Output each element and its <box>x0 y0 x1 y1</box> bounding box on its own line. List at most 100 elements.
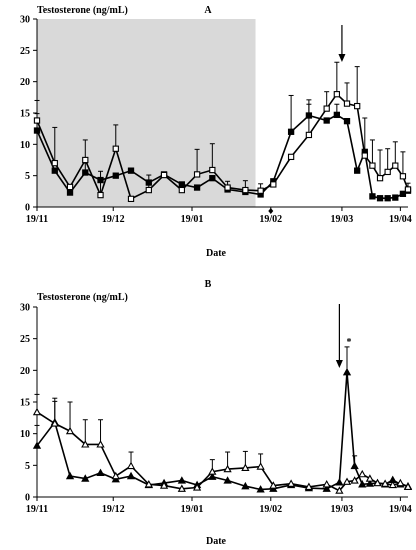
a-point-open-square <box>224 184 231 191</box>
a-point-filled-square <box>82 169 89 176</box>
b-point-open-triangle <box>335 486 344 494</box>
b-y-tick-label: 15 <box>20 398 30 409</box>
a-point-open-square <box>369 162 376 169</box>
b-point-open-triangle <box>373 478 382 487</box>
b-y-tick-label: 20 <box>20 366 30 377</box>
panel-b-label: B <box>205 279 212 290</box>
a-x-tick-label: 19/03 <box>331 214 354 225</box>
b-point-filled-triangle <box>358 480 367 488</box>
a-y-tick-label: 15 <box>20 109 30 120</box>
a-point-filled-square <box>376 195 384 202</box>
b-point-filled-triangle <box>81 474 90 482</box>
a-point-open-square <box>323 105 330 112</box>
a-point-open-square <box>305 131 313 139</box>
b-point-open-triangle <box>81 440 90 448</box>
a-y-tick-label: 10 <box>20 140 30 151</box>
b-point-filled-triangle <box>241 481 250 490</box>
b-point-filled-triangle <box>223 476 232 484</box>
b-point-filled-triangle <box>32 441 42 449</box>
b-x-tick-label: 19/12 <box>102 504 125 515</box>
b-point-open-triangle <box>286 479 296 487</box>
a-y-tick-label: 30 <box>20 15 30 26</box>
a-point-open-square <box>209 166 216 174</box>
b-point-filled-triangle <box>342 367 352 376</box>
b-point-open-triangle <box>50 419 59 427</box>
b-point-filled-triangle <box>365 479 375 487</box>
a-point-open-square <box>127 195 135 203</box>
b-point-filled-triangle <box>126 471 136 480</box>
a-x-tick-label: 19/04 <box>389 214 412 225</box>
b-point-open-triangle <box>223 464 232 473</box>
a-point-filled-square <box>178 181 185 188</box>
b-y-tick-label: 5 <box>25 461 30 472</box>
b-x-tick-label: 19/02 <box>259 504 282 515</box>
a-point-filled-square <box>287 128 295 135</box>
b-point-open-triangle <box>256 462 265 470</box>
a-point-filled-square <box>209 175 216 182</box>
b-x-tick-label: 19/04 <box>389 504 412 515</box>
a-point-open-square <box>333 91 340 98</box>
a-point-open-square <box>82 156 89 164</box>
a-point-open-square <box>51 159 58 167</box>
a-point-filled-square <box>323 117 330 124</box>
a-point-open-square <box>376 175 384 182</box>
b-point-open-triangle <box>388 480 397 489</box>
a-point-open-square <box>399 173 407 180</box>
a-point-open-square <box>392 162 399 169</box>
a-point-open-square <box>287 153 295 161</box>
b-point-open-triangle <box>403 482 413 490</box>
b-arrow-head <box>335 360 343 368</box>
a-point-open-square <box>193 171 201 178</box>
b-point-open-triangle <box>358 469 367 478</box>
b-point-open-triangle <box>269 481 278 489</box>
panel-b-marks: * <box>32 304 413 494</box>
b-point-open-triangle <box>96 440 105 448</box>
a-point-open-square <box>242 186 249 194</box>
b-x-tick-label: 19/01 <box>181 504 204 515</box>
b-x-tick-label: 19/11 <box>26 504 48 515</box>
a-y-tick-label: 5 <box>25 171 30 182</box>
panel-a-marks <box>33 25 412 214</box>
b-x-tick-label: 19/03 <box>331 504 354 515</box>
panel-a-label: A <box>204 5 212 16</box>
a-point-filled-square <box>66 189 74 196</box>
b-point-open-triangle <box>304 482 314 490</box>
b-point-filled-triangle <box>177 476 186 484</box>
a-x-tick-label: 19/11 <box>26 214 48 225</box>
panel-b-axes: 0 5 10 15 20 25 30 19/11 19/12 19/01 19/02 19/03 19/… <box>20 303 412 516</box>
panel-a-x-axis-label: Date <box>206 248 227 259</box>
a-point-filled-square <box>33 127 41 134</box>
b-point-open-triangle <box>32 407 42 416</box>
a-point-open-square <box>384 168 391 176</box>
panel-a-shaded-region <box>37 19 256 207</box>
a-x-tick-label: 19/02 <box>259 214 282 225</box>
a-point-filled-square <box>333 111 340 119</box>
b-point-open-triangle <box>159 481 169 489</box>
a-x-tick-label: 19/01 <box>181 214 204 225</box>
a-point-open-square <box>343 100 351 107</box>
a-point-filled-square <box>193 184 201 191</box>
panel-a-axes: 0 5 10 15 20 25 30 19/11 19/12 19/01 19/02 19/03 19/… <box>20 15 412 226</box>
b-point-open-triangle <box>322 480 331 488</box>
b-point-open-triangle <box>126 461 136 470</box>
a-y-tick-label: 0 <box>25 203 30 214</box>
a-point-filled-square <box>354 167 361 174</box>
panel-b-y-axis-label: Testosterone (ng/mL) <box>37 292 128 303</box>
a-point-open-square <box>178 186 185 194</box>
b-point-open-triangle <box>192 483 202 491</box>
a-point-open-square <box>404 186 412 193</box>
panel-b-chart: Testosterone (ng/mL) B Date 0 5 10 15 20 25 30… <box>20 279 413 547</box>
b-point-filled-triangle <box>256 485 265 493</box>
panel-b-x-axis-label: Date <box>206 536 227 547</box>
b-point-filled-triangle <box>335 478 344 486</box>
b-point-open-triangle <box>111 471 120 480</box>
a-point-open-square <box>257 187 264 194</box>
b-y-tick-label: 25 <box>20 334 30 345</box>
a-point-open-square <box>97 191 104 199</box>
panel-a-y-axis-label: Testosterone (ng/mL) <box>37 5 128 16</box>
b-point-open-triangle <box>65 426 75 435</box>
a-point-filled-square <box>343 117 351 125</box>
b-y-tick-label: 0 <box>25 493 30 504</box>
a-point-open-square <box>112 145 119 152</box>
